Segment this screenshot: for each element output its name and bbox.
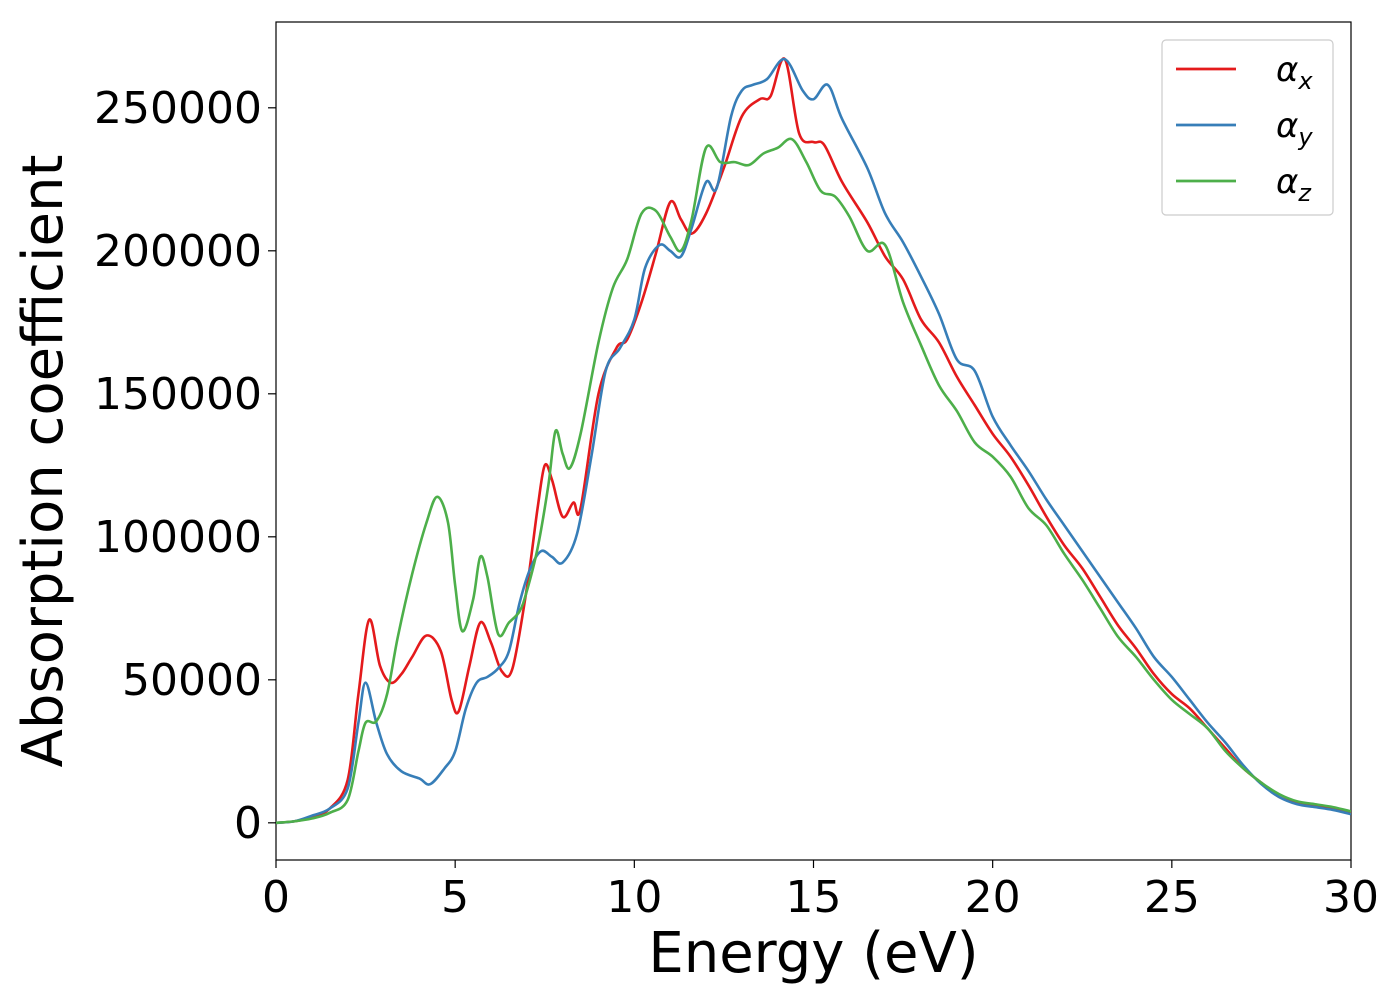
series-group (276, 57, 1351, 825)
y-tick-label: 200000 (94, 226, 262, 277)
series-line-alpha-z (276, 137, 1351, 825)
y-tick-label: 0 (234, 798, 262, 849)
legend-box (1161, 39, 1334, 216)
y-tick-label: 150000 (94, 369, 262, 420)
x-tick-label: 10 (606, 872, 662, 923)
x-axis: 0 5 10 15 20 25 30 (262, 860, 1379, 923)
x-axis-title: Energy (eV) (648, 921, 978, 986)
y-axis-title: Absorption coefficient (11, 155, 76, 768)
y-axis: 0 50000 100000 150000 200000 250000 (94, 83, 276, 849)
x-tick-label: 30 (1323, 872, 1379, 923)
y-tick-label: 50000 (122, 655, 262, 706)
legend-label-subscript: x (1297, 67, 1313, 95)
x-tick-label: 5 (441, 872, 469, 923)
legend-label-subscript: y (1297, 123, 1313, 151)
legend-label-subscript: z (1297, 179, 1312, 207)
x-tick-label: 20 (965, 872, 1021, 923)
y-tick-label: 100000 (94, 512, 262, 563)
x-tick-label: 25 (1144, 872, 1200, 923)
y-tick-label: 250000 (94, 83, 262, 134)
series-line-alpha-y (276, 57, 1351, 825)
x-tick-label: 15 (786, 872, 842, 923)
x-tick-label: 0 (262, 872, 290, 923)
